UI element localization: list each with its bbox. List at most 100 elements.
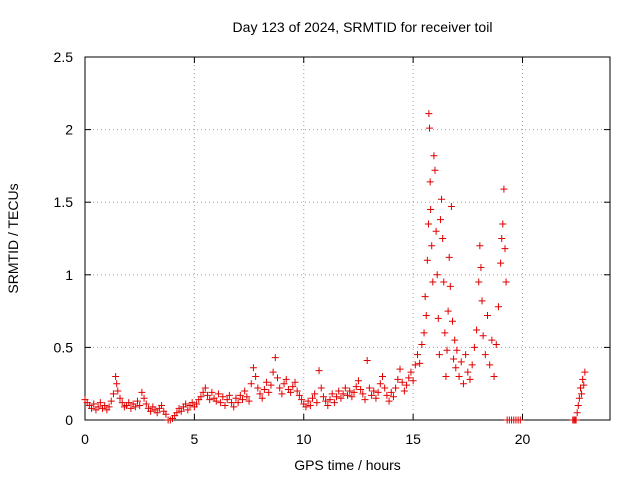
data-point (140, 394, 148, 402)
data-point (346, 387, 354, 395)
data-point (462, 351, 470, 359)
data-point (199, 388, 207, 396)
data-point (188, 399, 196, 407)
data-point (409, 377, 417, 385)
data-point (295, 391, 303, 399)
data-point (431, 166, 439, 174)
data-point (206, 396, 214, 404)
data-point (96, 399, 104, 407)
data-point (427, 205, 435, 213)
data-point (424, 220, 432, 228)
data-point (457, 358, 465, 366)
data-point (223, 396, 231, 404)
data-point (204, 391, 211, 399)
data-point (452, 364, 460, 372)
data-point (306, 401, 314, 409)
data-point (247, 380, 255, 388)
data-point (435, 351, 443, 359)
data-point (201, 384, 209, 392)
data-point (370, 387, 378, 395)
data-point (147, 407, 155, 415)
data-point (446, 282, 454, 290)
data-point (298, 396, 306, 404)
data-point (392, 384, 400, 392)
data-point (459, 380, 467, 388)
data-point (453, 346, 461, 354)
data-point (234, 399, 242, 407)
data-point (359, 390, 367, 398)
data-point (447, 203, 455, 211)
axis-ticks (84, 56, 610, 421)
data-point (328, 390, 336, 398)
data-point (455, 372, 463, 380)
data-point (398, 378, 406, 386)
data-point (357, 386, 365, 394)
data-point (241, 387, 249, 395)
data-point (476, 242, 484, 250)
data-point (438, 195, 446, 203)
data-point (499, 220, 507, 228)
data-point (219, 393, 227, 401)
data-point (315, 367, 323, 375)
data-point (422, 311, 430, 319)
data-point (411, 361, 419, 369)
data-point (182, 400, 190, 408)
data-point (221, 401, 229, 409)
data-point (252, 372, 260, 380)
data-point (376, 380, 384, 388)
data-point (239, 396, 246, 404)
data-point (403, 381, 411, 389)
data-point (309, 394, 316, 402)
y-tick-label: 2 (65, 122, 73, 138)
data-point (464, 368, 472, 376)
data-point (502, 278, 510, 286)
data-point (217, 399, 225, 407)
data-point (381, 384, 389, 392)
data-point (433, 271, 441, 279)
data-point (112, 372, 120, 380)
data-point (109, 390, 117, 398)
data-point (385, 397, 393, 405)
data-point (249, 364, 257, 372)
data-point (225, 391, 233, 399)
data-point (418, 340, 426, 348)
data-point (162, 410, 170, 418)
data-point (436, 216, 444, 224)
data-point (267, 381, 275, 389)
data-point (131, 403, 139, 411)
data-point (236, 391, 244, 399)
data-point (94, 403, 102, 411)
data-point (578, 390, 586, 398)
data-point (580, 381, 588, 389)
data-point (449, 317, 456, 325)
data-point (387, 388, 395, 396)
data-point (350, 388, 358, 396)
data-point (516, 416, 524, 424)
data-point (374, 388, 382, 396)
data-point (138, 388, 146, 396)
data-point (101, 401, 109, 409)
data-point (118, 399, 126, 407)
data-point (184, 406, 192, 414)
data-point (477, 264, 485, 272)
data-point (481, 351, 489, 359)
data-point (113, 380, 121, 388)
data-point (105, 403, 113, 411)
y-tick-label: 2.5 (54, 49, 74, 65)
data-point (337, 394, 345, 402)
data-point (134, 397, 141, 405)
data-point (442, 372, 450, 380)
data-point (396, 365, 404, 373)
data-point (341, 384, 349, 392)
data-point (333, 393, 341, 401)
data-point (405, 374, 413, 382)
data-point (354, 377, 362, 385)
data-point (430, 152, 438, 160)
data-point (501, 245, 509, 253)
data-point (256, 390, 264, 398)
data-point (319, 393, 327, 401)
data-point (361, 396, 369, 404)
data-point (311, 390, 319, 398)
data-point (125, 399, 133, 407)
data-point (473, 326, 481, 334)
